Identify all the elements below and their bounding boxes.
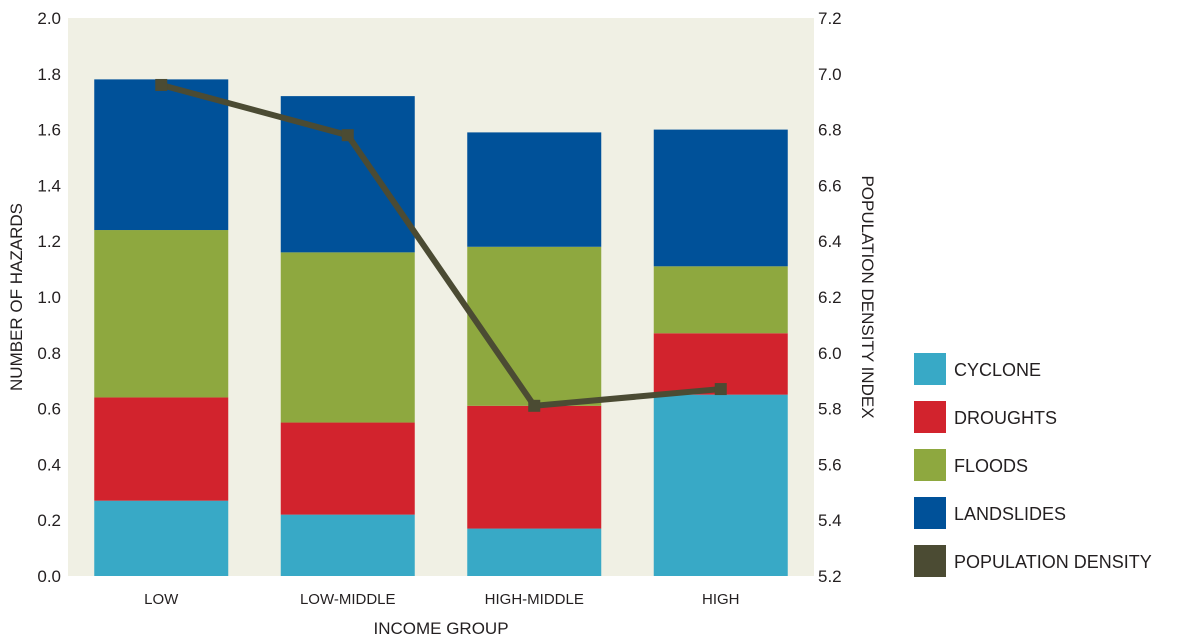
y2-tick-label: 5.8 <box>818 400 842 419</box>
legend-swatch <box>914 449 946 481</box>
x-tick-label: LOW-MIDDLE <box>300 591 396 608</box>
bar-cyclone <box>467 528 602 576</box>
population-density-point <box>155 78 168 91</box>
bar-landslides <box>653 129 788 267</box>
bar-cyclone <box>653 394 788 576</box>
bar-landslides <box>467 132 602 247</box>
bar-droughts <box>94 397 229 501</box>
y2-tick-label: 7.2 <box>818 9 842 28</box>
y-tick-label: 0.0 <box>37 567 61 586</box>
y2-tick-label: 7.0 <box>818 65 842 84</box>
bar-floods <box>94 230 229 398</box>
legend: CYCLONE DROUGHTS FLOODS LANDSLIDES POPULATIO… <box>914 353 1152 577</box>
y-axis-title: NUMBER OF HAZARDS <box>7 203 26 391</box>
y2-axis-title: POPULATION DENSITY INDEX <box>858 175 877 418</box>
y2-tick-label: 6.0 <box>818 344 842 363</box>
legend-swatch <box>914 545 946 577</box>
y-tick-label: 0.2 <box>37 511 61 530</box>
x-axis: LOW LOW-MIDDLE HIGH-MIDDLE HIGH <box>144 591 739 608</box>
bar-droughts <box>280 422 415 515</box>
bar-droughts <box>467 405 602 529</box>
legend-label: FLOODS <box>954 456 1028 476</box>
y2-tick-label: 5.2 <box>818 567 842 586</box>
legend-label: LANDSLIDES <box>954 504 1066 524</box>
y2-tick-label: 5.6 <box>818 455 842 474</box>
y2-tick-label: 6.2 <box>818 288 842 307</box>
population-density-point <box>714 383 727 396</box>
legend-swatch <box>914 401 946 433</box>
population-density-line <box>160 82 722 409</box>
x-axis-title: INCOME GROUP <box>373 619 508 638</box>
y-tick-label: 1.8 <box>37 65 61 84</box>
legend-label: CYCLONE <box>954 360 1041 380</box>
x-tick-label: HIGH <box>702 591 740 608</box>
bars-group <box>94 79 788 576</box>
y2-tick-label: 5.4 <box>818 511 842 530</box>
population-density-point <box>341 129 354 142</box>
y-axis-right: 5.2 5.4 5.6 5.8 6.0 6.2 6.4 6.6 6.8 7.0 7.2 <box>818 9 842 586</box>
y-tick-label: 2.0 <box>37 9 61 28</box>
bar-landslides <box>94 79 229 231</box>
y-tick-label: 1.0 <box>37 288 61 307</box>
population-density-point <box>528 399 541 412</box>
y-tick-label: 1.6 <box>37 121 61 140</box>
bar-floods <box>467 246 602 406</box>
legend-swatch <box>914 353 946 385</box>
bar-cyclone <box>94 500 229 576</box>
bar-cyclone <box>280 514 415 576</box>
bar-floods <box>653 266 788 334</box>
y2-tick-label: 6.4 <box>818 232 842 251</box>
bar-floods <box>280 252 415 423</box>
legend-swatch <box>914 497 946 529</box>
y-tick-label: 0.8 <box>37 344 61 363</box>
y-tick-label: 1.4 <box>37 176 61 195</box>
y2-tick-label: 6.8 <box>818 121 842 140</box>
line-group <box>155 78 727 412</box>
y-tick-label: 1.2 <box>37 232 61 251</box>
y-tick-label: 0.6 <box>37 400 61 419</box>
x-tick-label: HIGH-MIDDLE <box>485 591 584 608</box>
y2-tick-label: 6.6 <box>818 176 842 195</box>
y-tick-label: 0.4 <box>37 455 61 474</box>
y-axis-left: 0.0 0.2 0.4 0.6 0.8 1.0 1.2 1.4 1.6 1.8 2.0 <box>37 9 61 586</box>
x-tick-label: LOW <box>144 591 179 608</box>
legend-label: DROUGHTS <box>954 408 1057 428</box>
legend-label: POPULATION DENSITY <box>954 552 1152 572</box>
